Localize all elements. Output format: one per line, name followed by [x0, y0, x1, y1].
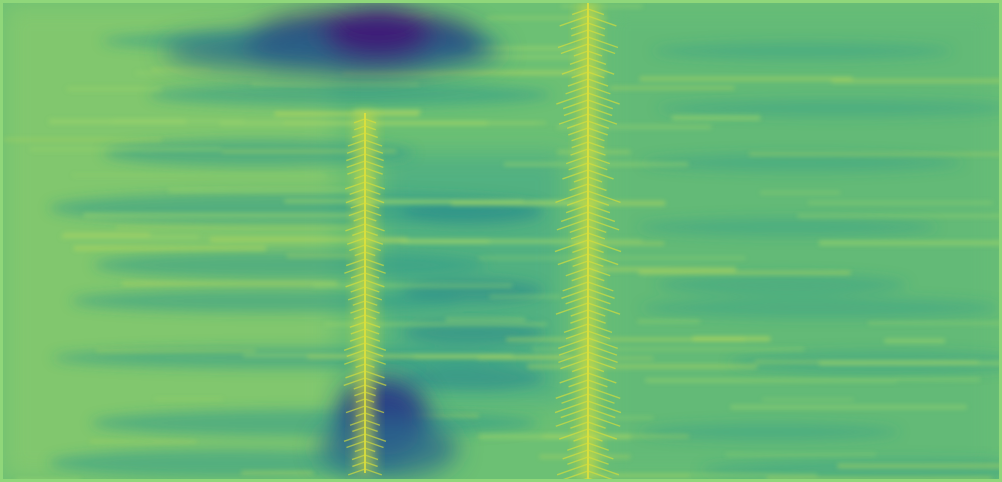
feather-spines	[343, 3, 622, 479]
spine-left	[343, 113, 387, 476]
spine-right	[554, 3, 622, 479]
heatmap-canvas	[3, 3, 999, 479]
